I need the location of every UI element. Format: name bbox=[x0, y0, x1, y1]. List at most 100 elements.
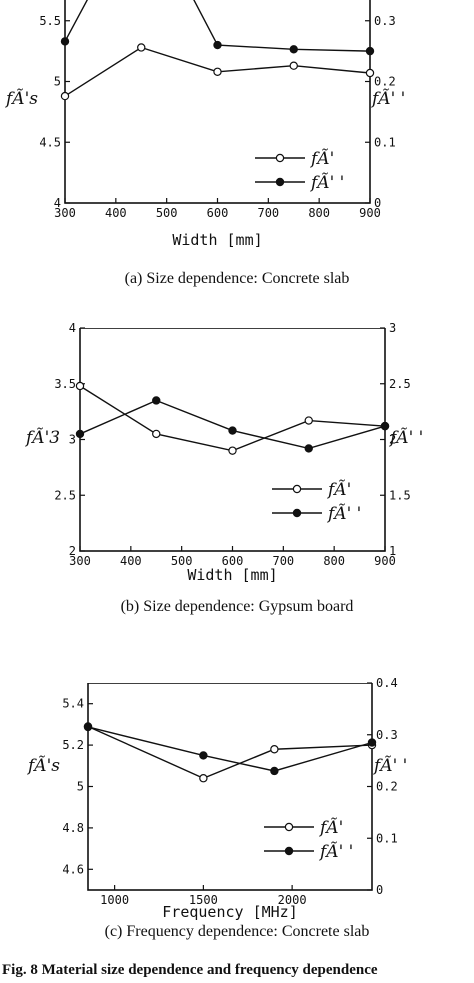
data-point-imag bbox=[367, 738, 377, 747]
x-axis-label: Frequency [MHz] bbox=[162, 903, 297, 921]
series-line-imag bbox=[79, 399, 386, 450]
data-point-imag bbox=[365, 46, 375, 56]
y-left-tick-label: 4.5 bbox=[39, 135, 61, 149]
x-tick-label: 900 bbox=[374, 554, 396, 568]
y-left-axis-label: fÃ's bbox=[4, 88, 38, 109]
data-point-imag bbox=[75, 429, 85, 439]
x-tick-label: 400 bbox=[120, 554, 142, 568]
figure-caption: Fig. 8 Material size dependence and freq… bbox=[2, 962, 378, 978]
y-right-tick-label: 0 bbox=[374, 196, 381, 210]
y-right-tick-label: 0.3 bbox=[374, 14, 396, 28]
y-right-tick-label: 1 bbox=[389, 544, 396, 558]
data-point-imag bbox=[60, 37, 70, 46]
y-right-tick-label: 0.3 bbox=[376, 728, 398, 742]
x-tick-label: 800 bbox=[323, 554, 345, 568]
data-point-imag bbox=[213, 40, 222, 50]
y-left-tick-label: 5.5 bbox=[39, 14, 61, 28]
x-tick-label: 500 bbox=[156, 206, 178, 220]
legend-marker bbox=[275, 153, 285, 163]
x-tick-label: 500 bbox=[171, 554, 193, 568]
panel-a: 300 400 500 600 700 800 900 4 4.5 5 5.5 0 0.1 0.2 0.3 f… bbox=[0, 0, 474, 308]
series-line-real bbox=[79, 385, 386, 452]
x-tick-label: 600 bbox=[207, 206, 229, 220]
y-right-tick-label: 2.5 bbox=[389, 377, 411, 391]
data-point-imag bbox=[228, 426, 237, 435]
chart-c: 1000 1500 2000 4.6 4.8 5 5.2 5.4 0 0.1 0.2 0.3 0.4 fÃ… bbox=[26, 676, 407, 921]
legend-label: fÃ' bbox=[326, 479, 351, 500]
chart-a: 300 400 500 600 700 800 900 4 4.5 5 5.5 0 0.1 0.2 0.3 f… bbox=[4, 0, 405, 249]
y-left-tick-label: 4.6 bbox=[62, 862, 84, 876]
data-point-real bbox=[137, 43, 146, 52]
y-left-tick-label: 3.5 bbox=[54, 377, 76, 391]
legend-label: fÃ' ' bbox=[318, 841, 353, 862]
legend-label: fÃ' ' bbox=[309, 172, 344, 193]
y-right-tick-label: 3 bbox=[389, 321, 396, 335]
data-point-imag bbox=[152, 396, 161, 405]
x-tick-label: 300 bbox=[69, 554, 91, 568]
legend-marker bbox=[292, 484, 302, 494]
data-point-imag bbox=[270, 766, 279, 776]
data-point-real bbox=[289, 61, 298, 70]
panel-b: 300 400 500 600 700 800 900 2 2.5 3 3.5 4 1 1.5 2 2.5 3 f… bbox=[0, 308, 474, 635]
data-point-imag bbox=[289, 45, 298, 54]
y-right-axis-label: fÃ' ' bbox=[372, 755, 407, 776]
y-left-tick-label: 5.4 bbox=[62, 697, 84, 711]
x-tick-label: 900 bbox=[359, 206, 381, 220]
x-axis-label: Width [mm] bbox=[187, 566, 277, 584]
y-left-tick-label: 4 bbox=[69, 321, 76, 335]
data-point-imag bbox=[304, 444, 313, 453]
y-left-tick-label: 5 bbox=[54, 75, 61, 89]
y-left-tick-label: 4 bbox=[54, 196, 61, 210]
y-right-tick-label: 0.1 bbox=[374, 135, 396, 149]
x-tick-label: 700 bbox=[272, 554, 294, 568]
y-left-tick-label: 3 bbox=[69, 433, 76, 447]
data-point-imag bbox=[199, 751, 208, 760]
x-tick-label: 2000 bbox=[278, 893, 307, 907]
y-right-tick-label: 0.4 bbox=[376, 676, 398, 690]
data-point-real bbox=[365, 68, 375, 78]
y-left-axis-label: fÃ'3 bbox=[24, 427, 60, 448]
caption-b: (b) Size dependence: Gypsum board bbox=[120, 598, 354, 615]
data-point-real bbox=[75, 381, 85, 391]
panel-c: 1000 1500 2000 4.6 4.8 5 5.2 5.4 0 0.1 0.2 0.3 0.4 fÃ… bbox=[0, 635, 474, 955]
x-tick-label: 1500 bbox=[189, 893, 218, 907]
y-left-tick-label: 5.2 bbox=[62, 738, 84, 752]
data-point-real bbox=[60, 91, 70, 101]
y-left-tick-label: 2.5 bbox=[54, 488, 76, 502]
legend-marker bbox=[275, 177, 285, 187]
data-point-imag bbox=[380, 421, 390, 431]
legend-marker bbox=[284, 822, 294, 832]
y-right-tick-label: 0.2 bbox=[374, 75, 396, 89]
x-axis-label: Width [mm] bbox=[172, 231, 262, 249]
caption-c: (c) Frequency dependence: Concrete slab bbox=[104, 923, 370, 940]
x-tick-label: 300 bbox=[54, 206, 76, 220]
x-tick-label: 600 bbox=[222, 554, 244, 568]
y-left-tick-label: 5 bbox=[77, 780, 84, 794]
legend-label: fÃ' bbox=[318, 817, 343, 838]
x-tick-label: 400 bbox=[105, 206, 127, 220]
y-right-tick-label: 1.5 bbox=[389, 488, 411, 502]
data-point-real bbox=[228, 446, 237, 455]
y-right-tick-label: 0 bbox=[376, 883, 383, 897]
legend-label: fÃ' bbox=[309, 148, 334, 169]
series-line-real bbox=[87, 725, 373, 779]
x-tick-label: 1000 bbox=[100, 893, 129, 907]
data-point-real bbox=[199, 774, 208, 783]
data-point-real bbox=[304, 416, 313, 425]
data-point-imag bbox=[83, 722, 93, 732]
y-right-axis-label: fÃ' ' bbox=[388, 427, 423, 448]
chart-b: 300 400 500 600 700 800 90022.533.5411.522.53f… bbox=[24, 321, 423, 584]
x-tick-label: 800 bbox=[308, 206, 330, 220]
y-right-tick-label: 0.2 bbox=[376, 780, 398, 794]
caption-a: (a) Size dependence: Concrete slab bbox=[124, 270, 350, 287]
data-point-real bbox=[152, 429, 161, 439]
y-right-axis-label: fÃ' ' bbox=[370, 88, 405, 109]
y-right-tick-label: 0.1 bbox=[376, 831, 398, 845]
y-left-tick-label: 4.8 bbox=[62, 821, 84, 835]
series-line-imag bbox=[87, 726, 373, 772]
data-point-real bbox=[213, 67, 222, 76]
x-tick-label: 700 bbox=[257, 206, 279, 220]
legend-marker bbox=[284, 846, 294, 856]
y-left-tick-label: 2 bbox=[69, 544, 76, 558]
